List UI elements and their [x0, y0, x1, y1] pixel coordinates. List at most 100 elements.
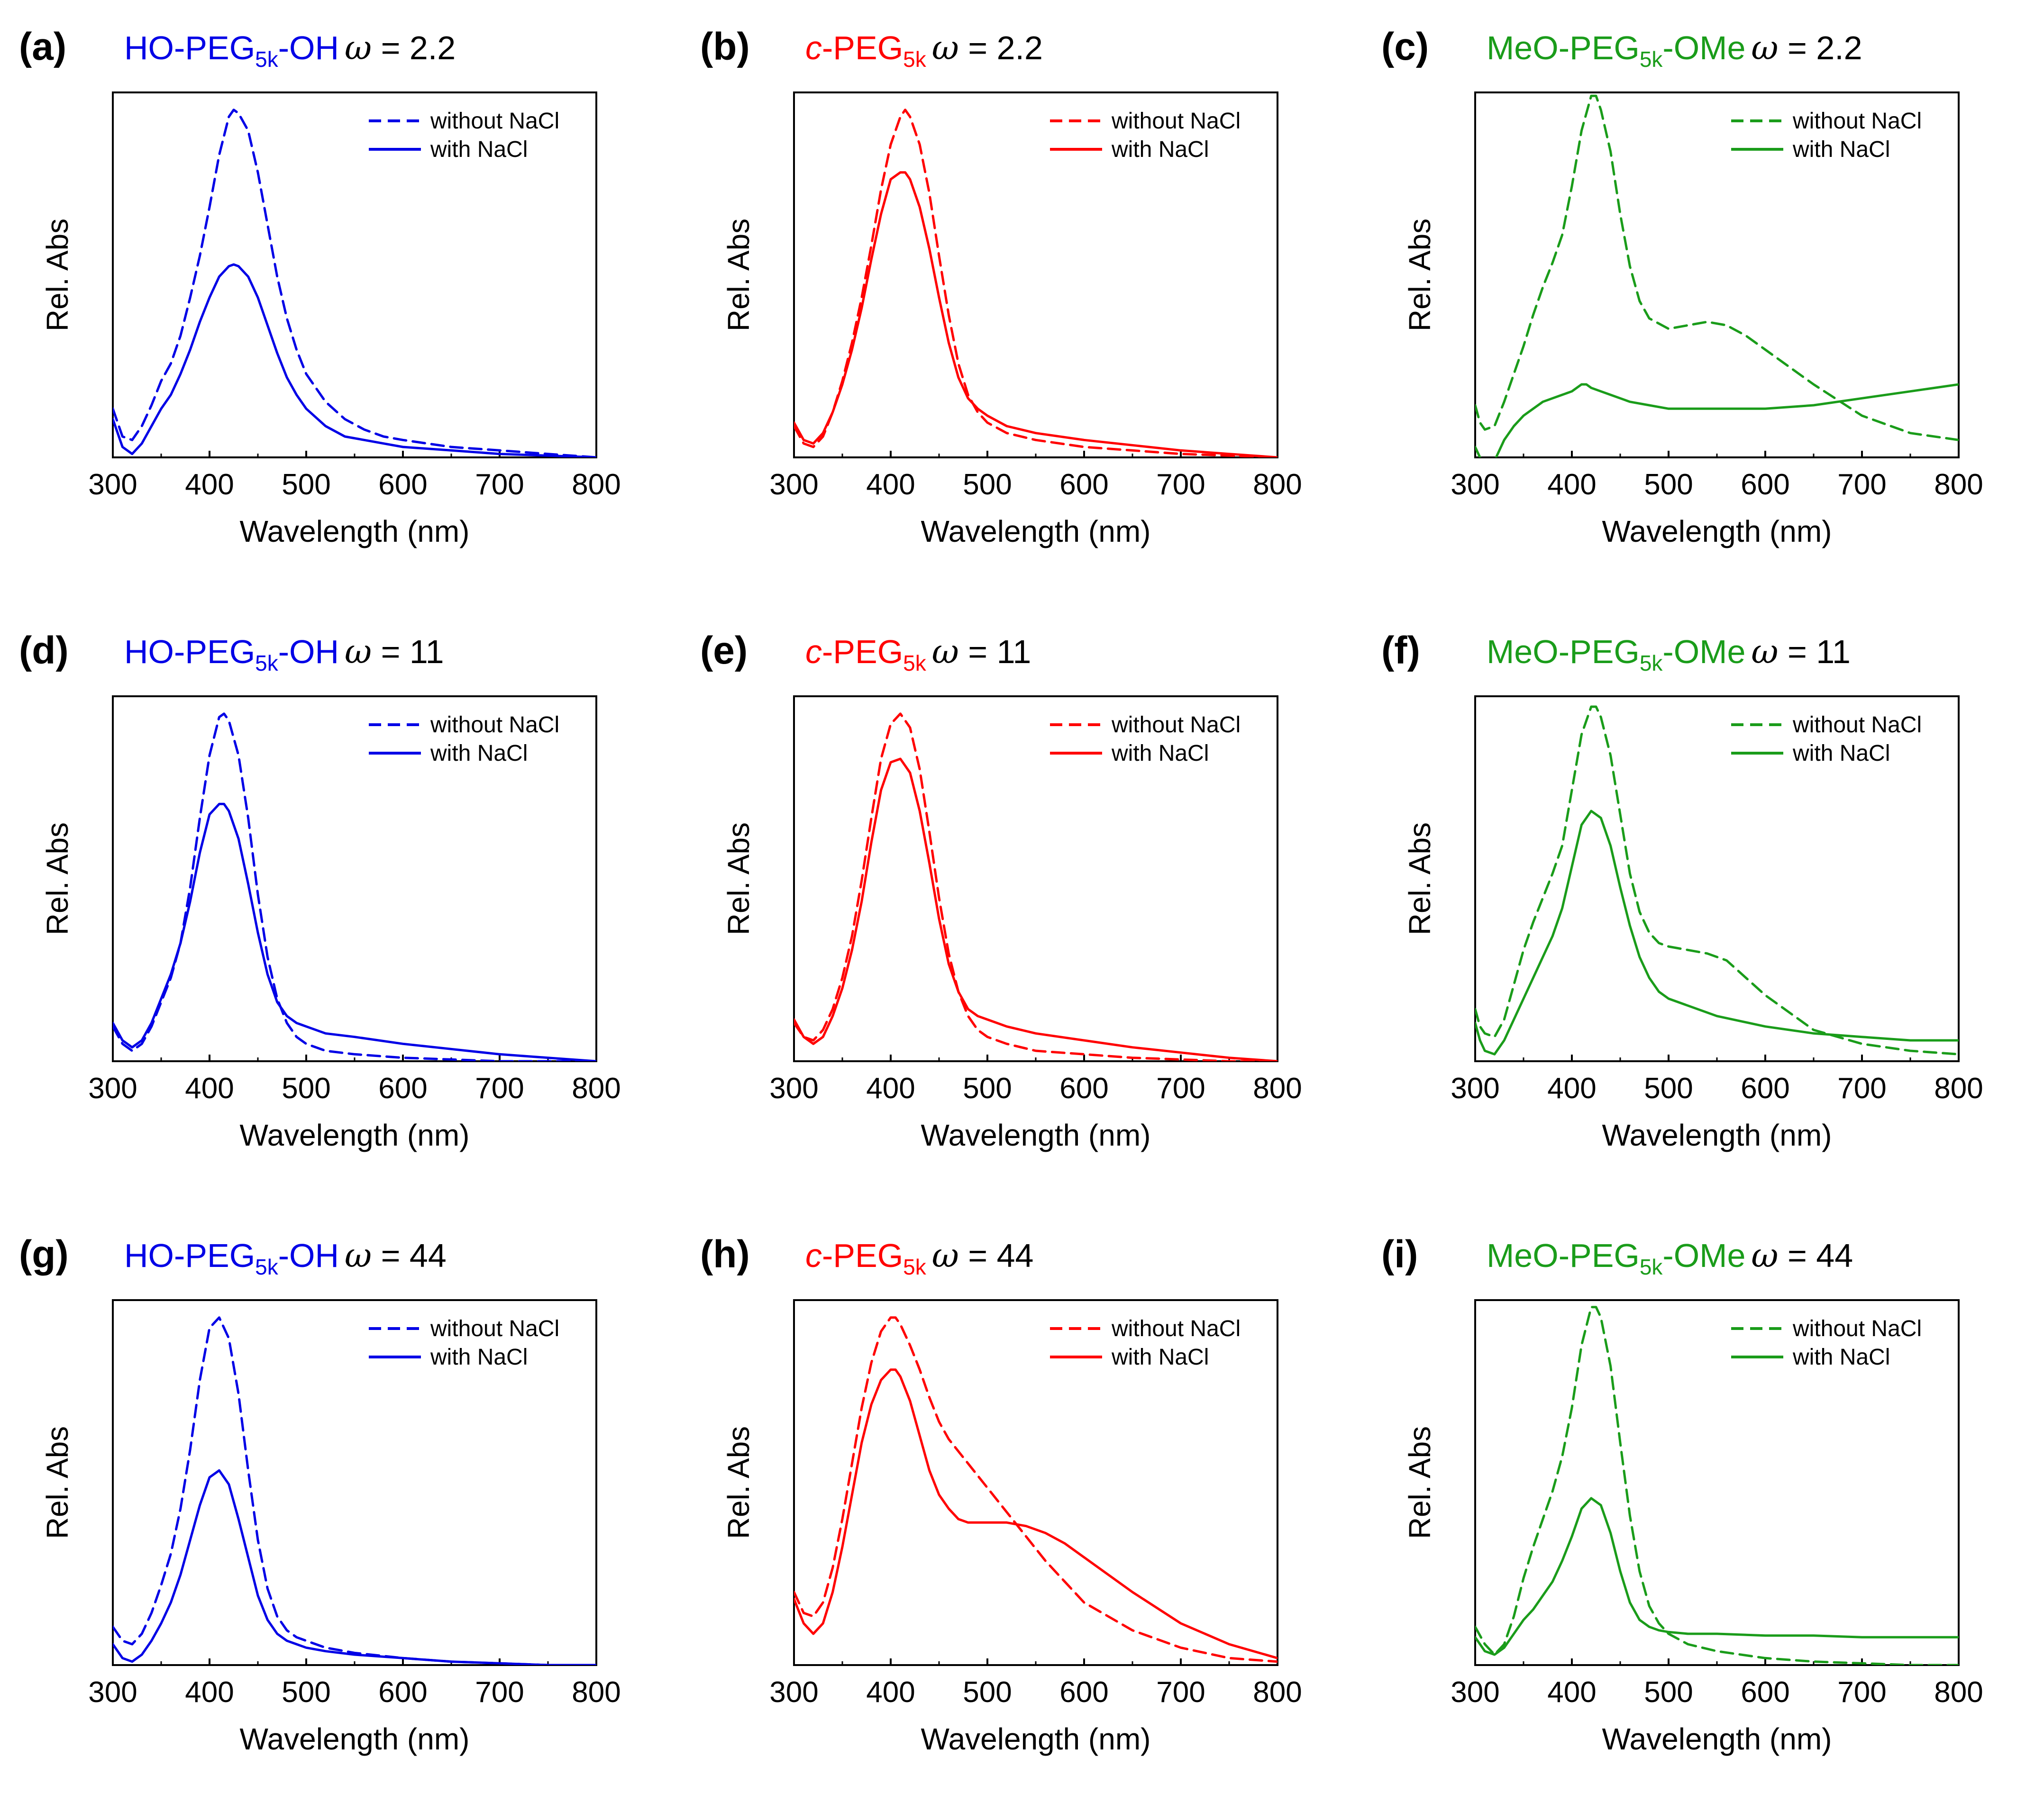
panel-label: (i) — [1381, 1233, 1418, 1276]
chart-title: HO-PEG5k-OH ω = 2.2 — [124, 28, 456, 72]
series-group — [1475, 1306, 1959, 1665]
y-axis-title: Rel. Abs — [721, 822, 756, 935]
x-tick-label: 800 — [1253, 1072, 1302, 1105]
x-axis-title: Wavelength (nm) — [921, 1118, 1151, 1152]
x-tick-label: 400 — [866, 1676, 915, 1709]
panel-label: (g) — [19, 1233, 69, 1276]
legend-label: without NaCl — [430, 109, 559, 134]
series-line-without-nacl — [794, 1316, 1278, 1663]
series-group — [794, 712, 1278, 1061]
chart-title: c-PEG5k ω = 44 — [805, 1236, 1033, 1280]
title-prefix: -PEG — [822, 633, 903, 670]
panel-label: (b) — [700, 25, 750, 68]
chart-title: HO-PEG5k-OH ω = 11 — [124, 632, 444, 676]
x-tick-label: 600 — [1741, 1072, 1789, 1105]
x-tick-label: 700 — [1837, 1072, 1886, 1105]
x-tick-label: 800 — [572, 468, 620, 501]
legend-label: without NaCl — [1792, 712, 1922, 738]
chart-panel-f: (f) MeO-PEG5k-OMe ω = 11 300 400 500 600 700 800… — [1362, 604, 2044, 1208]
title-subscript: 5k — [255, 651, 278, 675]
omega-value: = 2.2 — [958, 29, 1043, 66]
series-line-without-nacl — [1475, 1306, 1959, 1665]
x-tick-label: 800 — [572, 1676, 620, 1709]
omega-value: = 44 — [958, 1237, 1034, 1274]
legend-label: with NaCl — [430, 741, 528, 766]
chart-title: MeO-PEG5k-OMe ω = 11 — [1487, 632, 1851, 676]
x-tick-label: 400 — [866, 468, 915, 501]
legend-label: with NaCl — [1111, 137, 1209, 162]
panel-label: (d) — [19, 629, 69, 672]
legend-label: with NaCl — [430, 1345, 528, 1370]
omega-value: = 11 — [372, 633, 444, 670]
chart-svg: 300 400 500 600 700 800 Wavelength (nm) Rel. Ab… — [1403, 1299, 1983, 1756]
series-line-with-nacl — [794, 757, 1278, 1061]
y-axis-title: Rel. Abs — [1403, 822, 1437, 935]
chart-title: HO-PEG5k-OH ω = 44 — [124, 1236, 447, 1280]
x-tick-label: 300 — [88, 468, 137, 501]
title-prefix-italic: c — [805, 29, 822, 66]
title-suffix: -OMe — [1662, 633, 1746, 670]
series-line-without-nacl — [1475, 94, 1959, 441]
x-tick-label: 400 — [185, 1072, 234, 1105]
x-tick-label: 600 — [1741, 1676, 1789, 1709]
legend-label: with NaCl — [1111, 1345, 1209, 1370]
y-axis-title: Rel. Abs — [40, 822, 74, 935]
y-axis-title: Rel. Abs — [40, 219, 74, 331]
omega-symbol: ω — [931, 632, 959, 671]
omega-symbol: ω — [1751, 28, 1779, 67]
chart-svg: 300 400 500 600 700 800 Wavelength (nm) Rel. Ab… — [40, 91, 621, 548]
chart-title: MeO-PEG5k-OMe ω = 2.2 — [1487, 28, 1862, 72]
x-axis-title: Wavelength (nm) — [1602, 1722, 1832, 1756]
title-suffix: -OMe — [1662, 29, 1746, 66]
title-subscript: 5k — [1639, 651, 1663, 675]
omega-value: = 11 — [958, 633, 1031, 670]
x-tick-label: 300 — [88, 1072, 137, 1105]
x-tick-label: 300 — [769, 468, 818, 501]
series-line-with-nacl — [1475, 383, 1959, 457]
chart-svg: 300 400 500 600 700 800 Wavelength (nm) Rel. Ab… — [40, 695, 621, 1152]
x-tick-label: 400 — [185, 468, 234, 501]
y-axis-title: Rel. Abs — [40, 1426, 74, 1539]
panel-label: (f) — [1381, 629, 1420, 672]
x-tick-label: 600 — [378, 1676, 427, 1709]
x-tick-label: 400 — [866, 1072, 915, 1105]
series-group — [113, 712, 596, 1061]
x-tick-label: 500 — [282, 1072, 330, 1105]
chart-panel-b: (b) c-PEG5k ω = 2.2 300 400 500 600 700 800 Wavel… — [681, 0, 1362, 604]
x-tick-label: 400 — [1547, 1676, 1596, 1709]
legend-label: without NaCl — [1792, 109, 1922, 134]
series-line-with-nacl — [113, 802, 596, 1061]
title-prefix: HO-PEG — [124, 1237, 256, 1274]
title-prefix: HO-PEG — [124, 29, 256, 66]
title-suffix: -OH — [278, 1237, 339, 1274]
x-tick-label: 700 — [1837, 468, 1886, 501]
x-tick-label: 600 — [378, 1072, 427, 1105]
x-axis-title: Wavelength (nm) — [240, 1118, 470, 1152]
x-axis-title: Wavelength (nm) — [921, 514, 1151, 548]
x-tick-label: 700 — [1156, 1072, 1205, 1105]
series-group — [1475, 94, 1959, 457]
chart-panel-d: (d) HO-PEG5k-OH ω = 11 300 400 500 600 700 800 Wa… — [0, 604, 681, 1208]
x-axis-title: Wavelength (nm) — [240, 1722, 470, 1756]
legend-label: without NaCl — [1111, 109, 1241, 134]
omega-symbol: ω — [931, 1236, 959, 1275]
x-axis-title: Wavelength (nm) — [1602, 514, 1832, 548]
chart-svg: 300 400 500 600 700 800 Wavelength (nm) Rel. Ab… — [1403, 695, 1983, 1152]
x-tick-label: 700 — [1156, 1676, 1205, 1709]
y-axis-title: Rel. Abs — [721, 219, 756, 331]
series-line-without-nacl — [794, 109, 1278, 457]
x-tick-label: 600 — [1741, 468, 1789, 501]
omega-symbol: ω — [345, 28, 372, 67]
omega-value: = 44 — [372, 1237, 447, 1274]
x-tick-label: 500 — [1644, 1072, 1693, 1105]
series-line-without-nacl — [113, 712, 596, 1061]
legend-label: with NaCl — [430, 137, 528, 162]
chart-panel-a: (a) HO-PEG5k-OH ω = 2.2 300 400 500 600 700 800 W… — [0, 0, 681, 604]
title-prefix-italic: c — [805, 1237, 822, 1274]
title-prefix: MeO-PEG — [1487, 29, 1640, 66]
x-tick-label: 300 — [769, 1072, 818, 1105]
x-tick-label: 500 — [963, 1072, 1012, 1105]
series-line-with-nacl — [113, 263, 596, 457]
x-tick-label: 800 — [1934, 1676, 1983, 1709]
title-subscript: 5k — [255, 1255, 278, 1279]
